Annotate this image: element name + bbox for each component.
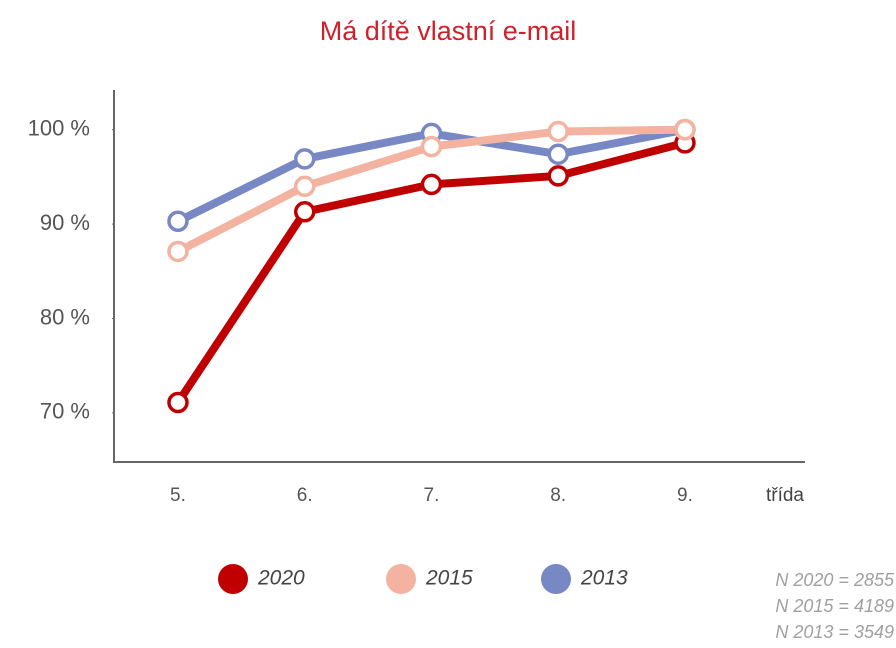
- x-tick-label: 7.: [424, 485, 440, 506]
- sample-note: N 2013 = 3549: [775, 622, 894, 642]
- point-marker: [167, 210, 189, 232]
- sample-note: N 2020 = 2855: [775, 570, 895, 590]
- x-axis-label: třída: [766, 485, 804, 506]
- point-marker: [293, 148, 316, 170]
- legend-swatch: [386, 564, 416, 594]
- legend-label: 2015: [425, 567, 473, 590]
- legend-swatch: [218, 564, 248, 594]
- point-marker: [293, 201, 316, 223]
- legend-label: 2020: [257, 567, 305, 590]
- x-tick-label: 5.: [170, 485, 186, 506]
- point-marker: [547, 120, 569, 143]
- x-tick-label: 8.: [550, 485, 566, 506]
- point-marker: [420, 135, 443, 158]
- y-tick-label: 100 %: [28, 115, 90, 140]
- point-marker: [547, 165, 569, 187]
- point-marker: [167, 240, 189, 263]
- legend-label: 2013: [580, 567, 628, 590]
- point-marker: [293, 175, 316, 198]
- point-marker: [674, 118, 696, 141]
- sample-note: N 2015 = 4189: [775, 596, 894, 616]
- chart-title: Má dítě vlastní e-mail: [320, 16, 577, 46]
- y-tick-label: 70 %: [40, 399, 90, 424]
- y-tick-label: 90 %: [40, 210, 90, 235]
- point-marker: [420, 173, 443, 196]
- point-marker: [167, 391, 189, 414]
- y-tick-label: 80 %: [40, 304, 90, 329]
- x-tick-label: 9.: [677, 485, 693, 506]
- legend-swatch: [541, 564, 571, 594]
- point-marker: [547, 143, 569, 165]
- x-tick-label: 6.: [297, 485, 313, 506]
